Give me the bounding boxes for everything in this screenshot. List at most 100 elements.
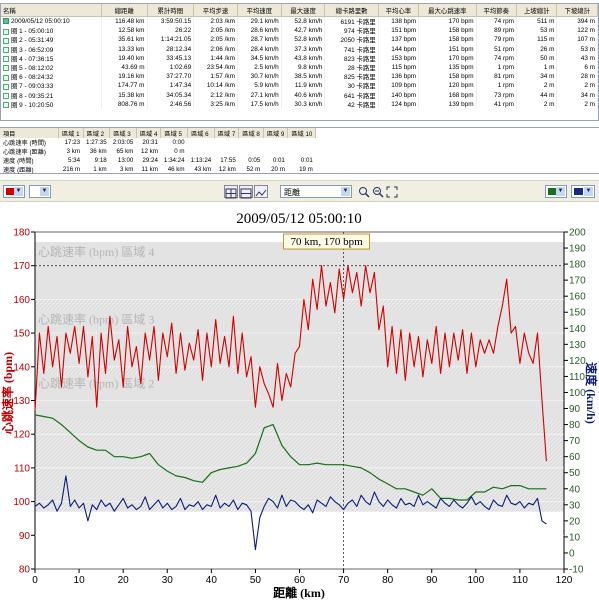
y-right-tick-label: 100: [569, 388, 586, 399]
lap-cell: 73 rpm: [476, 90, 518, 100]
col-pace-header[interactable]: 平均步速: [193, 4, 238, 17]
grid-icon: [225, 188, 237, 199]
lap-cell: 26:22: [147, 26, 195, 36]
lap-cell: 2 m: [516, 99, 558, 109]
lap-cell: 158 bpm: [418, 35, 477, 45]
lap-cell: 30.3 km/h: [281, 99, 326, 109]
lap-row[interactable]: 圈 8 - 09:35:21 15.38 km 34:05.34 2:12 /km 27…: [1, 90, 598, 100]
lap-row[interactable]: 圈 7 - 09:03:33 174.77 m 1:47.34 10:14 /km 5.…: [1, 81, 598, 91]
zone-table-header: 項目 區域 1 區域 2 區域 3 區域 4 區域 5 區域 6 區域 7 區域…: [0, 128, 317, 138]
activity-total-row[interactable]: 2009/05/12 05:00:10 116.48 km 3:59:50.15 2:…: [1, 16, 598, 27]
fit-view-button[interactable]: [386, 185, 400, 198]
grid-view-button[interactable]: [224, 185, 238, 199]
col-avg-speed-header[interactable]: 平均速度: [237, 4, 282, 17]
series-line-0: [34, 265, 547, 462]
lap-row[interactable]: 圈 2 - 05:31:49 35.61 km 1:14:21.05 2:05 /km…: [1, 35, 598, 45]
lap-cell: 511 m: [516, 16, 558, 27]
lap-name: 圈 6 - 08:24:32: [11, 74, 54, 82]
x-tick-label: 30: [162, 575, 174, 586]
left-color-select[interactable]: ▼: [3, 185, 25, 198]
zone-col-9[interactable]: 區域 9: [263, 128, 289, 138]
x-tick-label: 110: [512, 575, 528, 586]
lap-cell: 37.3 km/h: [281, 44, 326, 54]
zone-col-2[interactable]: 區域 2: [83, 128, 111, 138]
col-distance-header[interactable]: 總距離: [101, 4, 148, 17]
zone-col-6[interactable]: 區域 6: [187, 128, 215, 138]
lap-row[interactable]: 圈 6 - 08:24:32 19.16 km 37:27.70 1:57 /km 30…: [1, 72, 598, 82]
zone-col-4[interactable]: 區域 4: [136, 128, 162, 138]
col-descent-header[interactable]: 下坡總計: [556, 4, 598, 17]
zone-row-label: 速度 (距離): [3, 167, 34, 174]
zoom-out-button[interactable]: [372, 185, 386, 198]
zone-col-8[interactable]: 區域 8: [238, 128, 264, 138]
lap-cell: 42.7 km/h: [281, 26, 326, 36]
zone-cell: 216 m: [62, 166, 81, 173]
split-view-button[interactable]: [239, 185, 253, 199]
lap-name-cell: 圈 6 - 08:24:32: [1, 72, 102, 82]
lap-name-cell: 圈 2 - 05:31:49: [1, 35, 102, 45]
lap-row[interactable]: 圈 3 - 06:52:09 13.33 km 28:12.34 2:06 /km 28…: [1, 44, 598, 54]
x-axis-select[interactable]: 距離 ▼: [280, 185, 352, 198]
lap-row[interactable]: 圈 5 - 08:12:02 43.69 m 1:02.69 23:54 /km 2.5…: [1, 62, 598, 73]
zone-cell: 43 km: [194, 166, 212, 173]
zone-row[interactable]: 速度 (時間) 5:34 9:18 13:00 29:24 1:34:24 1:13:24 1…: [0, 156, 316, 165]
zone-row[interactable]: 心跳速率 (時間) 17:23 1:27:35 2:03:05 20:31 0:00: [0, 138, 316, 147]
lap-cell: 6191 卡路里: [324, 16, 379, 27]
lap-cell: 2:46.56: [147, 99, 195, 109]
zone-col-1[interactable]: 區域 1: [58, 128, 84, 138]
fit-icon: [386, 186, 398, 198]
lap-cell: 741 卡路里: [324, 44, 379, 54]
zone-row[interactable]: 心跳速率 (距離) 3 km 36 km 65 km 12 km 0 m: [0, 147, 316, 156]
lap-cell: 135 bpm: [418, 62, 477, 73]
lap-cell: 151 bpm: [378, 26, 420, 36]
lap-name-cell: 圈 5 - 08:12:02: [1, 62, 102, 73]
zone-cell: 9:18: [94, 157, 107, 164]
lap-cell: 139 bpm: [418, 99, 477, 109]
zone-col-item[interactable]: 項目: [0, 128, 59, 138]
lap-cell: 1:14:21.05: [147, 35, 195, 45]
lap-row[interactable]: 圈 1 - 05:00:10 12.58 km 26:22 2:05 /km 28.6 …: [1, 26, 598, 36]
zone-col-10[interactable]: 區域 10: [287, 128, 317, 138]
col-max-speed-header[interactable]: 最大速度: [281, 4, 326, 17]
zone-label: 心跳速率 (bpm) 區域 4: [38, 244, 154, 259]
activity-chart[interactable]: 心跳速率 (bpm) 區域 4 心跳速率 (bpm) 區域 3 心跳速率 (bpm)…: [0, 203, 599, 600]
zone-cell: [239, 147, 264, 156]
lap-icon: [3, 37, 9, 44]
lap-cell: 27.1 km/h: [237, 90, 282, 100]
zone-label: 心跳速率 (bpm) 區域 3: [38, 312, 154, 327]
lap-cell: 28.4 km/h: [237, 44, 282, 54]
col-cadence-header[interactable]: 平均節奏: [476, 4, 518, 17]
chevron-down-icon: ▼: [40, 187, 49, 196]
y-right-tick-label: 80: [569, 420, 581, 431]
lap-cell: 1:57 /km: [193, 72, 238, 82]
lap-row[interactable]: 圈 9 - 10:20:50 808.76 m 2:46.56 3:25 /km 17.…: [1, 99, 598, 109]
lap-cell: 1:02.69: [147, 62, 195, 73]
line-view-button[interactable]: [254, 185, 268, 198]
col-time-header[interactable]: 累計時間: [147, 4, 195, 17]
lap-row[interactable]: 圈 4 - 07:36:15 19.40 km 33:45.13 1:44 /km 34…: [1, 53, 598, 63]
lap-icon: [3, 28, 9, 35]
col-calories-header[interactable]: 總卡路里數: [324, 4, 379, 17]
zoom-in-button[interactable]: [358, 185, 372, 198]
zone-col-3[interactable]: 區域 3: [109, 128, 137, 138]
zone-row[interactable]: 速度 (距離) 216 m 1 km 3 km 11 km 46 km 43 km 12 km…: [0, 165, 316, 174]
right-color-select-2[interactable]: ▼: [571, 185, 595, 198]
col-avg-hr-header[interactable]: 平均心率: [378, 4, 420, 17]
lap-cell: 170 bpm: [418, 16, 477, 27]
col-name-header[interactable]: 名稱: [1, 4, 102, 17]
y-right-tick-label: 140: [569, 324, 586, 335]
col-ascent-header[interactable]: 上坡總計: [516, 4, 558, 17]
zone-cell: [263, 147, 288, 156]
lap-cell: 40.6 km/h: [281, 90, 326, 100]
zone-col-7[interactable]: 區域 7: [214, 128, 240, 138]
y-left-tick-label: 100: [13, 497, 30, 508]
zone-col-5[interactable]: 區域 5: [160, 128, 189, 138]
secondary-select[interactable]: ▼: [29, 185, 51, 198]
lap-name-cell: 2009/05/12 05:00:10: [1, 16, 102, 27]
right-color-select-1[interactable]: ▼: [545, 185, 567, 198]
lap-cell: 158 bpm: [418, 72, 477, 82]
lap-cell: 124 bpm: [378, 99, 420, 109]
lap-cell: 115 bpm: [378, 62, 420, 73]
col-max-hr-header[interactable]: 最大心跳速率: [418, 4, 477, 17]
y-axis-right-label: 速度 (km/h): [584, 362, 599, 424]
